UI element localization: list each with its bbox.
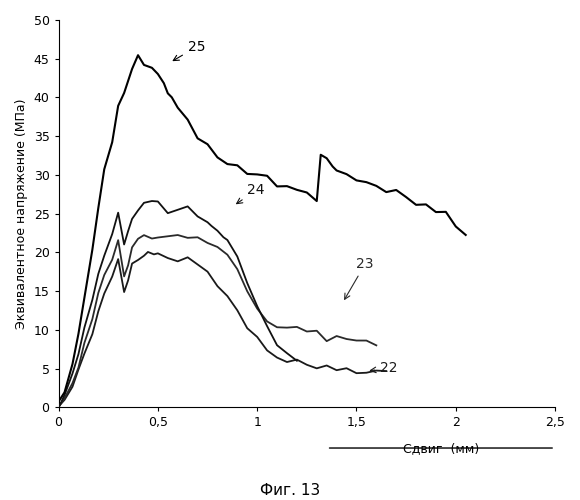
Y-axis label: Эквивалентное напряжение (МПа): Эквивалентное напряжение (МПа) [15, 98, 28, 329]
Text: Сдвиг  (мм): Сдвиг (мм) [403, 442, 479, 455]
Text: 24: 24 [237, 184, 264, 204]
Text: Фиг. 13: Фиг. 13 [260, 483, 320, 498]
Text: 22: 22 [371, 362, 398, 376]
Text: 23: 23 [345, 257, 374, 300]
Text: 25: 25 [173, 40, 205, 60]
